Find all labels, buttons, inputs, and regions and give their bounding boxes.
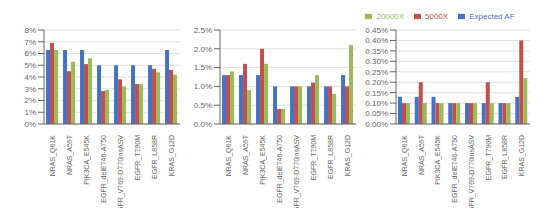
svg-text:NRAS_Q61K: NRAS_Q61K <box>49 135 57 177</box>
svg-text:EGFR_V769-D770insASV: EGFR_V769-D770insASV <box>293 135 301 208</box>
svg-text:EGFR_T790M: EGFR_T790M <box>485 135 493 180</box>
svg-text:NRAS_Q61K: NRAS_Q61K <box>401 135 409 177</box>
svg-text:2.5%: 2.5% <box>194 26 212 35</box>
svg-text:0.30%: 0.30% <box>365 57 388 66</box>
svg-text:0.40%: 0.40% <box>365 36 388 45</box>
svg-text:0.25%: 0.25% <box>365 68 388 77</box>
svg-text:PIK3CA_E545K: PIK3CA_E545K <box>259 135 267 185</box>
svg-text:0.20%: 0.20% <box>365 78 388 87</box>
svg-text:1.5%: 1.5% <box>194 63 212 72</box>
svg-text:2.0%: 2.0% <box>194 45 212 54</box>
svg-text:NRAS_A59T: NRAS_A59T <box>66 134 74 175</box>
svg-text:1%: 1% <box>24 108 36 117</box>
svg-text:NRAS_A59T: NRAS_A59T <box>418 134 426 175</box>
svg-text:5%: 5% <box>24 61 36 70</box>
svg-text:PIK3CA_E545K: PIK3CA_E545K <box>83 135 91 185</box>
svg-text:EGFR_delE746-A750: EGFR_delE746-A750 <box>276 135 284 203</box>
svg-text:0.5%: 0.5% <box>194 101 212 110</box>
svg-text:2%: 2% <box>24 96 36 105</box>
svg-text:4%: 4% <box>24 73 36 82</box>
svg-text:3%: 3% <box>24 85 36 94</box>
svg-text:NRAS_Q61K: NRAS_Q61K <box>225 135 233 177</box>
svg-text:0.35%: 0.35% <box>365 47 388 56</box>
svg-text:8%: 8% <box>24 26 36 35</box>
svg-text:0.15%: 0.15% <box>365 89 388 98</box>
svg-text:0%: 0% <box>24 120 36 129</box>
html-text:Expected AF: Expected AF <box>469 12 515 21</box>
svg-text:PIK3CA_E545K: PIK3CA_E545K <box>434 135 442 185</box>
svg-text:1.0%: 1.0% <box>194 82 212 91</box>
html-text:5000X: 5000X <box>425 12 449 21</box>
svg-text:NRAS_A59T: NRAS_A59T <box>242 134 250 175</box>
svg-text:EGFR_L858R: EGFR_L858R <box>151 135 159 179</box>
svg-text:EGFR_L858R: EGFR_L858R <box>501 135 509 179</box>
svg-text:0.10%: 0.10% <box>365 99 388 108</box>
svg-text:KRAS_G12D: KRAS_G12D <box>168 135 176 176</box>
svg-text:0.0%: 0.0% <box>194 120 212 129</box>
svg-text:6%: 6% <box>24 49 36 58</box>
svg-text:EGFR_delE746-A750: EGFR_delE746-A750 <box>100 135 108 203</box>
svg-text:7%: 7% <box>24 38 36 47</box>
svg-text:EGFR_T790M: EGFR_T790M <box>310 135 318 180</box>
svg-text:EGFR_T790M: EGFR_T790M <box>134 135 142 180</box>
svg-text:KRAS_G12D: KRAS_G12D <box>518 135 526 176</box>
svg-text:EGFR_L858R: EGFR_L858R <box>327 135 335 179</box>
svg-text:EGFR_delE746-A750: EGFR_delE746-A750 <box>451 135 459 203</box>
svg-text:0.45%: 0.45% <box>365 26 388 35</box>
html-text:20000X: 20000X <box>376 12 404 21</box>
svg-text:0.00%: 0.00% <box>365 120 388 129</box>
svg-text:EGFR_V769-D770insASV: EGFR_V769-D770insASV <box>117 135 125 208</box>
svg-text:0.05%: 0.05% <box>365 109 388 118</box>
svg-text:KRAS_G12D: KRAS_G12D <box>344 135 352 176</box>
svg-text:EGFR_V769-D770insASV: EGFR_V769-D770insASV <box>468 135 476 208</box>
